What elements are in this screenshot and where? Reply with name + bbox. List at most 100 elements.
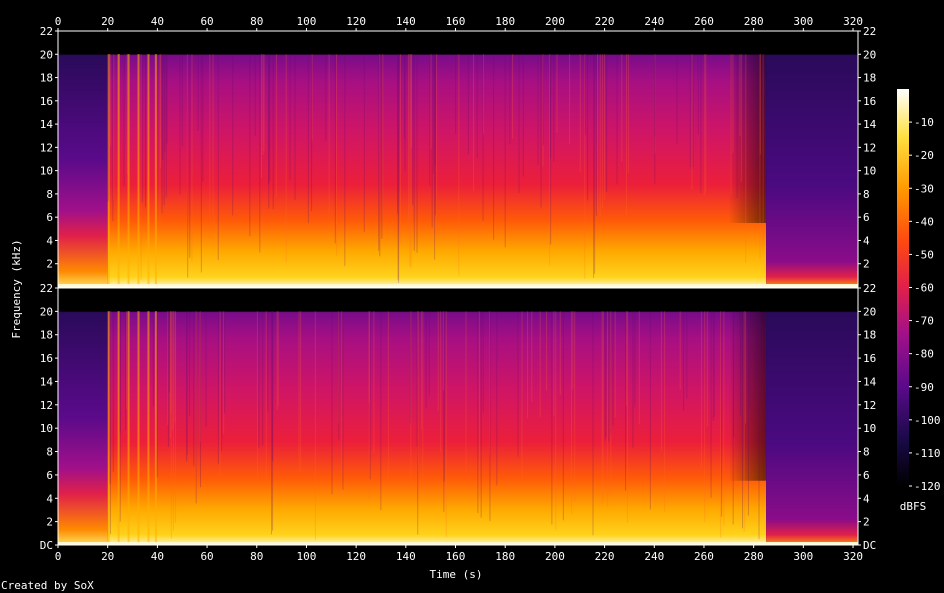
texture-streak bbox=[473, 54, 475, 191]
texture-streak bbox=[254, 54, 256, 136]
texture-streak bbox=[553, 54, 555, 162]
texture-streak bbox=[574, 311, 576, 502]
texture-streak bbox=[300, 311, 302, 471]
y-tick-label-left: 10 bbox=[40, 422, 53, 435]
texture-streak bbox=[276, 311, 278, 411]
texture-streak bbox=[676, 54, 678, 145]
texture-streak bbox=[458, 54, 460, 276]
texture-streak bbox=[170, 311, 172, 439]
texture-streak bbox=[342, 311, 344, 490]
texture-streak bbox=[341, 311, 343, 477]
y-tick-label-right: 4 bbox=[863, 492, 870, 505]
texture-streak bbox=[224, 311, 226, 414]
texture-streak bbox=[256, 311, 258, 483]
texture-streak bbox=[417, 311, 419, 535]
colorbar-scale bbox=[897, 89, 909, 486]
texture-streak bbox=[369, 311, 371, 480]
texture-streak bbox=[478, 311, 480, 496]
texture-streak bbox=[112, 54, 114, 221]
y-tick-label-right: 12 bbox=[863, 141, 876, 154]
texture-streak bbox=[368, 311, 370, 501]
texture-streak bbox=[275, 54, 277, 198]
colorbar-tick-label: -60 bbox=[914, 282, 934, 295]
x-tick-label-top: 120 bbox=[346, 15, 366, 28]
texture-streak bbox=[555, 311, 557, 530]
x-tick-label-bottom: 120 bbox=[346, 550, 366, 563]
texture-streak bbox=[260, 54, 262, 178]
texture-streak bbox=[614, 311, 616, 418]
texture-streak bbox=[420, 311, 422, 431]
x-tick-label-top: 300 bbox=[793, 15, 813, 28]
y-tick-label-left: 22 bbox=[40, 25, 53, 38]
texture-streak bbox=[765, 311, 767, 392]
texture-streak bbox=[410, 54, 412, 148]
y-tick-label-right: 12 bbox=[863, 399, 876, 412]
texture-streak bbox=[429, 54, 431, 186]
texture-streak bbox=[443, 311, 445, 482]
y-tick-label-right: 4 bbox=[863, 234, 870, 247]
transient-line bbox=[127, 311, 130, 545]
texture-streak bbox=[145, 54, 147, 208]
texture-streak bbox=[584, 54, 586, 280]
texture-streak bbox=[179, 54, 181, 195]
texture-streak bbox=[604, 311, 606, 442]
y-axis-label: Frequency (kHz) bbox=[10, 239, 23, 338]
texture-streak bbox=[294, 54, 296, 201]
texture-streak bbox=[170, 311, 172, 539]
texture-streak bbox=[480, 311, 482, 518]
texture-streak bbox=[537, 54, 539, 166]
colorbar-tick-label: -50 bbox=[914, 248, 934, 261]
texture-streak bbox=[465, 311, 467, 473]
x-tick-label-top: 40 bbox=[151, 15, 164, 28]
texture-streak bbox=[381, 54, 383, 239]
texture-streak bbox=[259, 54, 261, 253]
texture-streak bbox=[443, 311, 445, 512]
texture-streak bbox=[123, 54, 125, 186]
texture-streak bbox=[571, 311, 573, 514]
texture-streak bbox=[334, 54, 336, 244]
texture-streak bbox=[186, 54, 188, 233]
x-tick-label-bottom: 320 bbox=[843, 550, 863, 563]
texture-streak bbox=[455, 54, 457, 135]
texture-streak bbox=[562, 311, 564, 521]
texture-streak bbox=[156, 311, 158, 478]
texture-streak bbox=[409, 54, 411, 267]
texture-streak bbox=[434, 54, 436, 260]
colorbar-tick-label: -110 bbox=[914, 447, 941, 460]
texture-streak bbox=[504, 54, 506, 248]
colorbar-tick-label: -30 bbox=[914, 182, 934, 195]
texture-streak bbox=[627, 54, 629, 174]
y-tick-label-right: 18 bbox=[863, 72, 876, 85]
texture-streak bbox=[168, 311, 170, 393]
x-tick-label-bottom: 260 bbox=[694, 550, 714, 563]
texture-streak bbox=[408, 54, 410, 222]
texture-streak bbox=[704, 54, 706, 196]
texture-streak bbox=[593, 54, 595, 278]
y-tick-label-left: 12 bbox=[40, 399, 53, 412]
y-tick-label-right: 22 bbox=[863, 25, 876, 38]
transient-line bbox=[137, 311, 140, 545]
texture-streak bbox=[705, 54, 707, 192]
texture-streak bbox=[745, 54, 747, 263]
y-tick-label-right: 16 bbox=[863, 95, 876, 108]
texture-streak bbox=[443, 311, 445, 391]
y-tick-label-right: 6 bbox=[863, 211, 870, 224]
texture-streak bbox=[186, 311, 188, 455]
y-tick-label-right: DC bbox=[863, 539, 876, 552]
colorbar-tick-label: -80 bbox=[914, 348, 934, 361]
texture-streak bbox=[187, 54, 189, 278]
segment-outro bbox=[766, 288, 858, 545]
texture-streak bbox=[612, 311, 614, 426]
texture-streak bbox=[200, 54, 202, 273]
texture-streak bbox=[311, 54, 313, 212]
texture-streak bbox=[626, 54, 628, 215]
texture-streak bbox=[434, 54, 436, 216]
texture-streak bbox=[743, 311, 745, 532]
texture-streak bbox=[172, 311, 174, 531]
transient-line bbox=[137, 54, 140, 287]
transient-line bbox=[154, 54, 157, 287]
texture-streak bbox=[531, 311, 533, 403]
texture-streak bbox=[745, 311, 747, 424]
transient-line bbox=[147, 54, 150, 287]
